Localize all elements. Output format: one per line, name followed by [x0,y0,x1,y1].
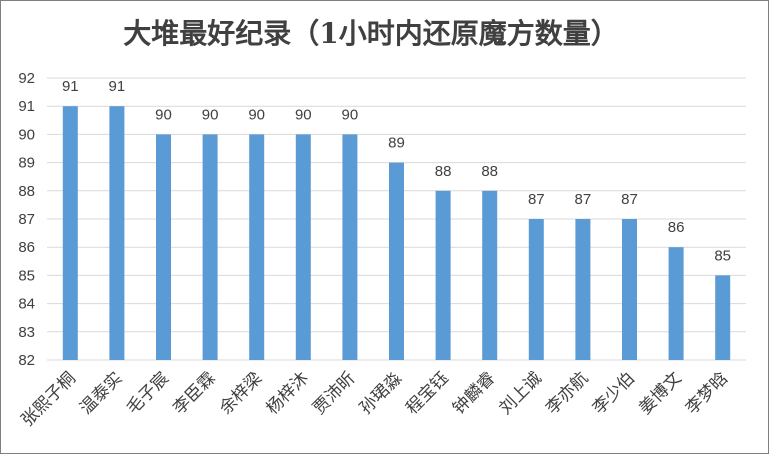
x-tick-label: 杨梓沐 [263,368,313,418]
x-tick-label: 李亦航 [542,368,592,418]
y-tick-label: 88 [18,183,35,200]
data-label: 88 [481,163,498,180]
chart-title: 大堆最好纪录（1小时内还原魔方数量） [123,17,619,50]
data-label: 90 [342,106,359,123]
x-axis-ticks: 张熙子桐温泰实毛子宸李臣霖余梓梁杨梓沐贾沛昕孙珺淼程宝钰钟麟睿刘上诚李亦航李少伯… [18,368,733,430]
bar [389,162,404,360]
bars [62,106,731,360]
data-label: 89 [388,135,405,152]
bar [435,190,451,360]
data-label: 86 [668,219,685,236]
bar [622,219,637,360]
y-tick-label: 92 [18,70,35,87]
y-axis-ticks: 82 83 84 85 86 87 88 89 90 91 92 [18,70,35,369]
bar [249,134,265,360]
data-label: 90 [202,106,219,123]
y-tick-label: 90 [18,126,35,143]
bar [482,190,498,360]
y-tick-label: 82 [18,352,35,369]
y-tick-label: 87 [18,211,35,228]
x-tick-label: 李臣霖 [169,368,219,418]
data-label: 88 [435,163,452,180]
y-tick-label: 91 [18,98,35,115]
x-tick-label: 毛子宸 [123,368,173,418]
x-tick-label: 孙珺淼 [356,368,406,418]
bar [668,247,684,360]
x-tick-label: 余梓梁 [216,368,266,418]
x-tick-label: 姜博文 [635,368,685,418]
bar [528,219,544,360]
bar [202,134,218,360]
bar [109,106,125,360]
x-tick-label: 温泰实 [76,368,126,418]
bar [295,134,311,360]
bar [62,106,78,360]
y-tick-label: 84 [18,296,35,313]
data-label: 87 [621,191,638,208]
bar [342,134,358,360]
data-labels: 91 91 90 90 90 90 90 89 88 88 87 87 87 86 85 [62,78,731,264]
x-tick-label: 钟麟睿 [449,368,499,418]
x-tick-label: 贾沛昕 [309,368,359,418]
x-tick-label: 李梦晗 [682,368,732,418]
data-label: 90 [248,106,265,123]
data-label: 91 [62,78,79,95]
y-tick-label: 85 [18,267,35,284]
bar [715,275,731,360]
data-label: 87 [575,191,592,208]
data-label: 91 [109,78,126,95]
data-label: 87 [528,191,545,208]
y-tick-label: 86 [18,239,35,256]
bar [156,134,171,360]
x-tick-label: 刘上诚 [496,368,546,418]
data-label: 85 [714,247,731,264]
y-tick-label: 89 [18,155,35,172]
x-tick-label: 李少伯 [589,368,639,418]
bar [575,219,591,360]
y-tick-label: 83 [18,324,35,341]
x-tick-label: 程宝钰 [402,368,452,418]
x-tick-label: 张熙子桐 [18,368,80,430]
data-label: 90 [295,106,312,123]
data-label: 90 [155,106,172,123]
